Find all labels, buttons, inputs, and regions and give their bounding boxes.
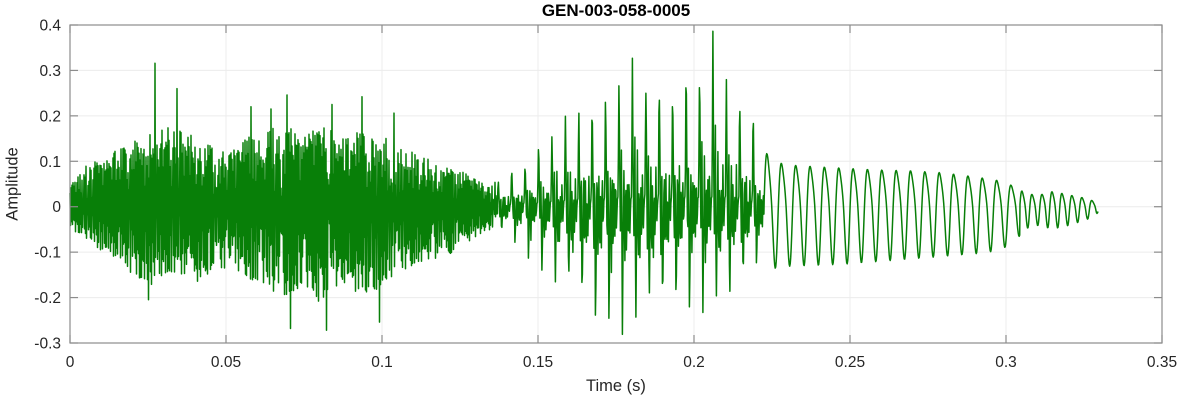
y-tick-label: -0.2: [34, 290, 61, 307]
waveform-path: [69, 30, 1099, 336]
x-tick-label: 0.35: [1147, 354, 1177, 371]
y-tick-label: 0.1: [39, 154, 61, 171]
x-tick-label: 0.2: [683, 354, 705, 371]
y-axis-label: Amplitude: [3, 147, 22, 221]
chart-title: GEN-003-058-0005: [541, 1, 691, 20]
y-tick-label: -0.1: [34, 245, 61, 262]
x-tick-label: 0.1: [371, 354, 393, 371]
y-tick-label: 0.2: [39, 108, 61, 125]
y-tick-label: 0.4: [39, 18, 61, 35]
x-tick-label: 0.25: [835, 354, 865, 371]
x-tick-label: 0: [66, 354, 75, 371]
x-tick-label: 0.3: [995, 354, 1017, 371]
x-tick-label: 0.05: [211, 354, 241, 371]
plot-box: [69, 24, 1163, 344]
y-tick-label: 0.3: [39, 63, 61, 80]
x-axis-label: Time (s): [586, 377, 646, 395]
y-tick-label: -0.3: [34, 336, 61, 353]
y-tick-label: 0: [52, 199, 61, 216]
x-tick-label: 0.15: [523, 354, 553, 371]
